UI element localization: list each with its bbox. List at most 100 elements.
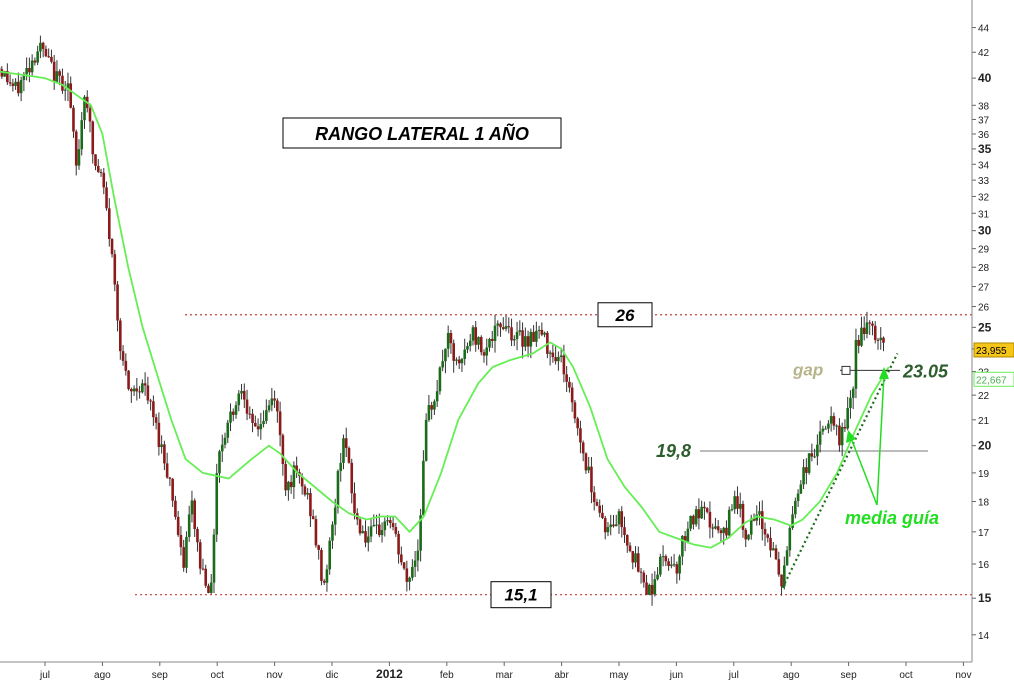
- candle-body: [89, 108, 92, 121]
- candle-body: [604, 518, 607, 532]
- candle-body: [557, 357, 560, 361]
- candle-body: [665, 556, 668, 561]
- candle-body: [612, 525, 615, 527]
- candle-body: [34, 61, 37, 63]
- candle-body: [133, 388, 136, 391]
- y-tick-label: 21: [978, 416, 990, 427]
- candle-body: [474, 327, 477, 345]
- candle-body: [105, 187, 108, 208]
- candle-body: [590, 467, 593, 493]
- candle-body: [284, 464, 287, 490]
- candle-body: [552, 353, 555, 358]
- candle-body: [538, 330, 541, 331]
- candle-body: [571, 388, 574, 403]
- candle-body: [802, 467, 805, 484]
- candle-body: [747, 535, 750, 540]
- y-tick-label: 32: [978, 192, 990, 203]
- x-tick-label: jul: [728, 670, 739, 681]
- y-tick-label: 25: [978, 320, 992, 334]
- y-tick-label: 40: [978, 71, 992, 85]
- candle-body: [237, 394, 240, 406]
- candle-body: [494, 326, 497, 341]
- candle-body: [276, 401, 279, 412]
- candle-body: [483, 352, 486, 355]
- candle-body: [417, 551, 420, 561]
- candle-body: [728, 510, 731, 536]
- candle-body: [530, 332, 533, 347]
- candle-body: [601, 513, 604, 518]
- candle-body: [846, 408, 849, 429]
- candle-body: [31, 61, 34, 73]
- candle-body: [12, 83, 15, 85]
- guide-label: media guía: [845, 508, 939, 528]
- candle-body: [667, 561, 670, 566]
- candle-body: [560, 355, 563, 357]
- candle-body: [477, 337, 480, 345]
- x-tick-label: sep: [841, 670, 858, 681]
- candle-body: [17, 82, 20, 93]
- candle-body: [163, 444, 166, 463]
- candle-body: [609, 525, 612, 528]
- candle-body: [28, 68, 31, 72]
- candle-body: [378, 525, 381, 535]
- candle-body: [866, 322, 869, 334]
- candle-body: [317, 545, 320, 550]
- candle-body: [813, 456, 816, 457]
- candle-body: [717, 526, 720, 530]
- candle-body: [488, 339, 491, 347]
- candle-body: [692, 516, 695, 525]
- candle-body: [304, 486, 307, 494]
- x-tick-label: dic: [326, 670, 339, 681]
- candle-body: [868, 322, 871, 323]
- candle-body: [709, 512, 712, 528]
- candle-body: [620, 511, 623, 527]
- candle-body: [496, 324, 499, 326]
- candle-body: [224, 438, 227, 445]
- candle-body: [282, 435, 285, 464]
- gap-label: gap: [792, 360, 823, 379]
- candle-body: [348, 448, 351, 463]
- candle-body: [122, 351, 125, 361]
- candle-body: [235, 405, 238, 415]
- candle-body: [260, 424, 263, 429]
- candle-body: [279, 411, 282, 435]
- candle-body: [563, 355, 566, 374]
- candle-body: [766, 534, 769, 537]
- candle-body: [169, 477, 172, 478]
- candle-body: [623, 527, 626, 535]
- candle-body: [91, 122, 94, 155]
- candle-body: [673, 564, 676, 565]
- candle-body: [50, 57, 53, 62]
- candle-body: [138, 391, 141, 392]
- candle-body: [193, 500, 196, 529]
- candle-body: [507, 326, 510, 327]
- candle-body: [472, 327, 475, 340]
- y-tick-label: 36: [978, 130, 990, 141]
- candle-body: [519, 330, 522, 332]
- candle-body: [521, 330, 524, 346]
- candle-body: [199, 542, 202, 568]
- candle-body: [574, 402, 577, 418]
- candle-body: [722, 528, 725, 533]
- y-tick-label: 42: [978, 48, 990, 59]
- candle-body: [147, 385, 150, 400]
- candle-body: [403, 562, 406, 568]
- candle-body: [268, 405, 271, 410]
- candle-body: [744, 530, 747, 540]
- level-label-15: 15,1: [504, 586, 537, 605]
- candle-body: [441, 361, 444, 367]
- candle-body: [144, 383, 147, 385]
- candle-body: [800, 484, 803, 493]
- candle-body: [428, 405, 431, 420]
- y-tick-label: 35: [978, 142, 992, 156]
- y-tick-label: 26: [978, 303, 990, 314]
- x-tick-label: sep: [152, 670, 169, 681]
- candle-body: [271, 398, 274, 405]
- candle-body: [835, 426, 838, 427]
- candle-body: [287, 482, 290, 490]
- candle-body: [141, 383, 144, 392]
- candle-body: [549, 353, 552, 354]
- candle-body: [306, 493, 309, 495]
- y-tick-label: 17: [978, 528, 990, 539]
